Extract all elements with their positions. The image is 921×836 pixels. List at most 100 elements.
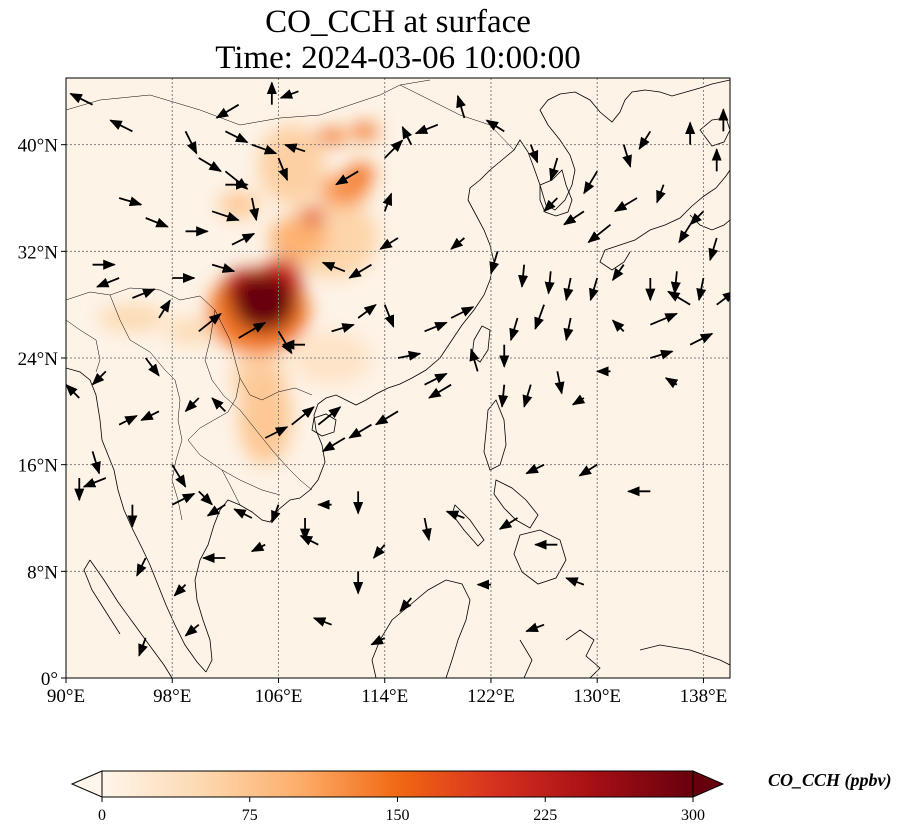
wind-arrow <box>543 197 558 213</box>
colorbar-tick-label: 0 <box>98 807 106 824</box>
wind-arrow <box>211 397 226 412</box>
lon-tick-label: 138°E <box>680 686 728 707</box>
wind-arrow <box>678 224 691 244</box>
wind-arrow <box>321 261 346 273</box>
border-china-north <box>66 79 515 151</box>
wind-arrow <box>251 143 278 155</box>
colorbar-tick-label: 225 <box>533 807 557 824</box>
wind-arrow <box>611 319 625 332</box>
wind-arrow <box>291 406 315 426</box>
wind-arrow <box>489 251 500 275</box>
wind-arrow <box>428 383 452 399</box>
co-plume-13 <box>351 123 379 140</box>
wind-arrow <box>716 290 730 306</box>
wind-arrow <box>271 504 281 524</box>
wind-arrow <box>144 357 160 377</box>
wind-arrow <box>525 463 545 475</box>
co-plume-14 <box>301 208 325 225</box>
wind-arrow <box>383 304 395 328</box>
wind-arrow <box>198 490 213 506</box>
wind-arrow <box>299 535 319 546</box>
wind-arrow <box>656 184 666 204</box>
wind-arrow <box>485 119 505 133</box>
wind-arrow <box>528 144 539 164</box>
wind-arrow <box>145 217 169 228</box>
wind-arrow <box>421 517 432 542</box>
wind-arrow <box>518 264 529 288</box>
wind-arrow <box>184 623 200 637</box>
wind-arrow <box>171 464 187 488</box>
colorbar-bar <box>101 770 694 798</box>
sumatra-coastline <box>83 559 173 678</box>
wind-arrow <box>66 383 80 399</box>
lon-tick-label: 130°E <box>573 686 621 707</box>
wind-arrow <box>424 321 448 333</box>
lon-tick-label: 122°E <box>467 686 515 707</box>
co-plume-12 <box>347 163 375 185</box>
mindanao-coastline <box>513 529 567 585</box>
co-plume-6 <box>218 191 259 219</box>
wind-arrow <box>317 406 342 426</box>
wind-arrow <box>689 210 705 226</box>
wind-arrow <box>424 372 448 386</box>
concentration-field <box>99 123 379 465</box>
wind-arrow <box>348 263 372 279</box>
co-plume-11 <box>315 128 348 145</box>
wind-arrow <box>401 125 413 146</box>
co-plume-17 <box>232 272 296 332</box>
wind-arrow <box>206 503 226 517</box>
wind-arrow <box>450 237 465 250</box>
wind-arrow <box>91 370 107 386</box>
sulawesi-coastline <box>519 629 601 678</box>
wind-arrow <box>613 197 638 212</box>
co-plume-4 <box>258 124 325 205</box>
wind-arrow <box>198 312 222 333</box>
wind-arrow <box>312 617 332 627</box>
wind-arrow <box>498 384 509 408</box>
wind-arrow <box>445 510 465 521</box>
wind-arrow <box>215 103 240 119</box>
wind-arrow <box>670 271 681 295</box>
lon-tick-label: 90°E <box>47 686 85 707</box>
wind-arrow <box>91 451 101 475</box>
colorbar-ticks: 0 75 150 225 300 <box>98 797 705 824</box>
wind-arrow <box>554 371 565 395</box>
wind-arrow <box>563 317 574 342</box>
wind-arrow <box>450 306 475 319</box>
wind-arrow <box>612 264 625 282</box>
wind-arrow <box>565 577 585 587</box>
lat-tick-label: 24°N <box>18 349 59 370</box>
wind-arrow <box>82 477 107 488</box>
wind-arrow <box>571 394 586 406</box>
visayas-coastline <box>493 479 539 529</box>
wind-arrow <box>382 192 393 212</box>
border-laos-vietnam <box>187 309 313 491</box>
wind-arrow <box>95 277 120 288</box>
lat-tick-label: 0° <box>41 669 58 690</box>
wind-arrow <box>563 277 574 302</box>
wind-arrow <box>397 350 422 361</box>
wind-arrow <box>171 492 196 506</box>
hainan-coastline <box>311 413 337 437</box>
wind-arrow <box>638 130 652 151</box>
wind-arrow <box>549 157 559 182</box>
co-plume-2 <box>99 304 166 332</box>
wind-arrow <box>140 410 160 421</box>
wind-arrow <box>534 304 545 331</box>
lat-tick-label: 40°N <box>18 136 59 157</box>
latitude-axis: 0° 8°N 16°N 24°N 32°N 40°N <box>18 136 66 690</box>
colorbar-label: CO_CCH (ppbv) <box>768 770 892 790</box>
wind-arrow <box>184 130 198 155</box>
lon-tick-label: 98°E <box>153 686 191 707</box>
wind-arrow <box>374 410 399 426</box>
wind-arrow <box>399 597 412 613</box>
map-area <box>66 78 730 678</box>
plot-title-line2: Time: 2024-03-06 10:00:00 <box>215 40 581 76</box>
plot-title-line1: CO_CCH at surface <box>265 4 531 40</box>
wind-arrow <box>357 304 377 319</box>
wind-arrow <box>522 384 533 408</box>
wind-arrow <box>622 144 632 168</box>
wind-arrow <box>563 210 585 226</box>
wind-arrow <box>277 157 289 182</box>
